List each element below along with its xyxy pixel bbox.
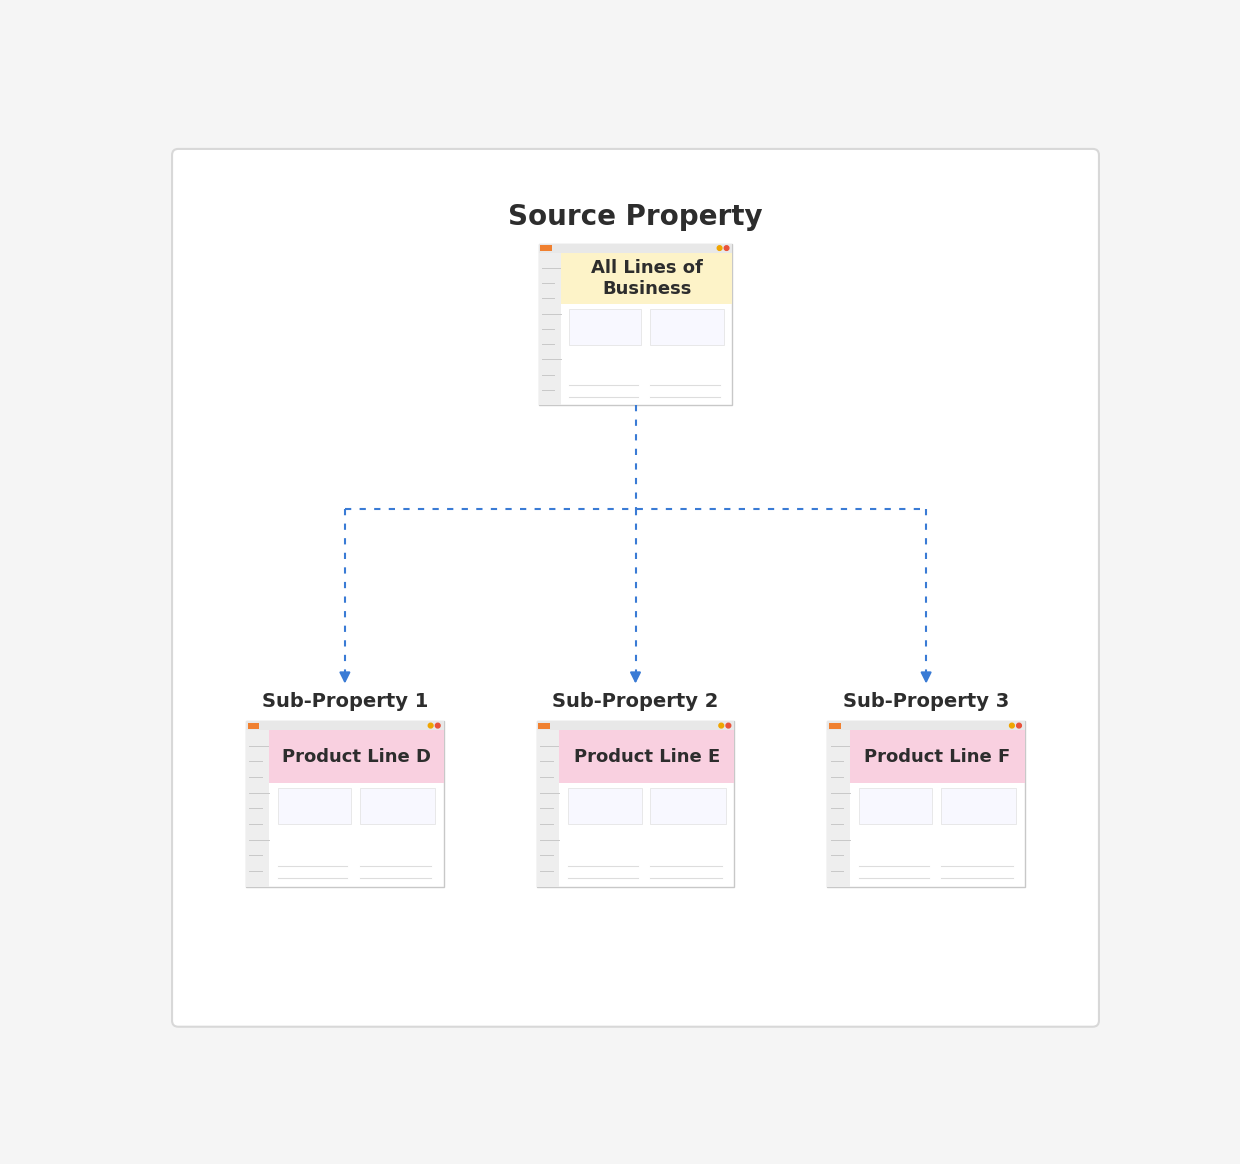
Bar [827, 730, 851, 887]
Circle shape [1009, 723, 1014, 728]
Bar [650, 788, 725, 824]
Bar [269, 730, 444, 783]
Bar [541, 246, 552, 251]
Circle shape [428, 723, 433, 728]
Text: All Lines of
Business: All Lines of Business [590, 260, 703, 298]
Text: Product Line E: Product Line E [574, 747, 720, 766]
Circle shape [717, 246, 722, 250]
Bar [827, 721, 1025, 730]
Circle shape [724, 246, 729, 250]
Circle shape [435, 723, 440, 728]
Text: Sub-Property 1: Sub-Property 1 [262, 693, 428, 711]
Bar [246, 730, 269, 887]
Bar [246, 721, 444, 887]
FancyBboxPatch shape [172, 149, 1099, 1027]
Bar [246, 721, 444, 730]
Bar [568, 788, 641, 824]
Bar [851, 730, 1025, 783]
Bar [278, 788, 351, 824]
Circle shape [725, 723, 730, 728]
Bar [650, 310, 724, 345]
Bar [827, 721, 1025, 887]
Bar [537, 721, 734, 730]
Bar [248, 723, 259, 729]
Bar [941, 788, 1017, 824]
Bar [538, 723, 551, 729]
Bar [360, 788, 435, 824]
Bar [538, 243, 733, 405]
Bar [559, 730, 734, 783]
Bar [828, 723, 841, 729]
Bar [560, 253, 733, 304]
Bar [538, 253, 560, 405]
Bar [538, 243, 733, 253]
Bar [537, 730, 559, 887]
Text: Sub-Property 3: Sub-Property 3 [843, 693, 1009, 711]
Text: Sub-Property 2: Sub-Property 2 [552, 693, 719, 711]
Text: Product Line F: Product Line F [864, 747, 1011, 766]
Circle shape [719, 723, 724, 728]
Circle shape [1017, 723, 1022, 728]
Text: Product Line D: Product Line D [281, 747, 430, 766]
Text: Source Property: Source Property [508, 203, 763, 230]
Bar [537, 721, 734, 887]
Bar [859, 788, 932, 824]
Bar [569, 310, 641, 345]
